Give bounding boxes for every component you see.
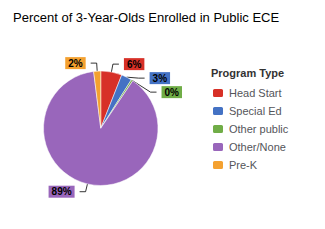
svg-text:Other public: Other public (229, 123, 289, 135)
svg-text:Pre-K: Pre-K (229, 159, 258, 171)
svg-text:0%: 0% (165, 87, 180, 98)
svg-text:Special Ed: Special Ed (229, 105, 282, 117)
svg-text:2%: 2% (68, 58, 83, 69)
svg-text:6%: 6% (127, 59, 142, 70)
svg-text:Percent of 3-Year-Olds Enrolle: Percent of 3-Year-Olds Enrolled in Publi… (13, 10, 279, 25)
svg-text:89%: 89% (52, 186, 72, 197)
svg-text:Other/None: Other/None (229, 141, 286, 153)
svg-text:3%: 3% (153, 73, 168, 84)
svg-text:Head Start: Head Start (229, 87, 282, 99)
svg-text:Program Type: Program Type (211, 67, 284, 79)
